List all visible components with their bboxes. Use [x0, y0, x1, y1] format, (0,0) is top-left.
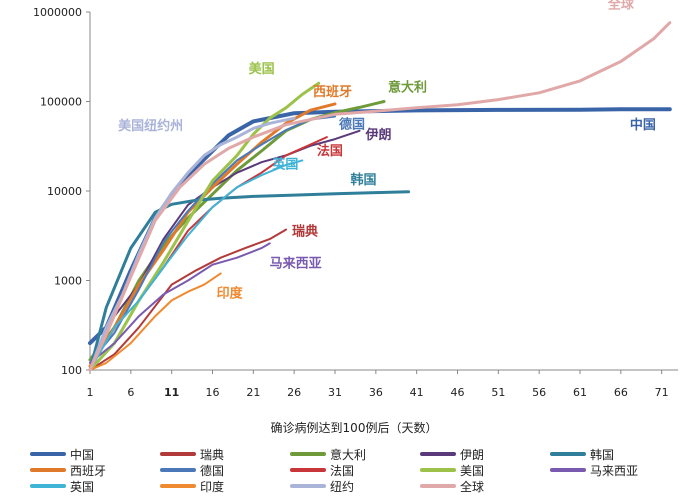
- series-label-西班牙: 西班牙: [313, 84, 352, 100]
- legend-swatch: [160, 484, 196, 488]
- x-tick-label: 51: [491, 386, 505, 399]
- legend-swatch: [160, 452, 196, 456]
- legend-label: 意大利: [330, 447, 367, 462]
- series-label-法国: 法国: [317, 143, 343, 159]
- series-line-德国: [89, 115, 336, 364]
- series-line-美国: [88, 81, 321, 372]
- legend-item: 韩国: [550, 446, 614, 462]
- legend-swatch: [420, 484, 456, 488]
- x-tick-label: 61: [573, 386, 587, 399]
- legend-item: 西班牙: [30, 462, 106, 478]
- legend-item: 瑞典: [160, 446, 224, 462]
- x-tick-label: 36: [369, 386, 383, 399]
- legend-swatch: [30, 468, 66, 472]
- legend-item: 德国: [160, 462, 224, 478]
- series-label-美国: 美国: [249, 61, 275, 77]
- series-label-全球: 全球: [607, 0, 635, 13]
- series-line-意大利: [88, 100, 386, 362]
- series-line-马来西亚: [89, 242, 271, 364]
- series-line-全球: [88, 21, 672, 372]
- legend-swatch: [550, 452, 586, 456]
- legend-label: 英国: [70, 479, 95, 494]
- legend-item: 伊朗: [420, 446, 484, 462]
- y-tick-label: 1000: [54, 275, 82, 288]
- legend-swatch: [420, 452, 456, 456]
- legend-swatch: [160, 468, 196, 472]
- x-tick-label: 46: [451, 386, 465, 399]
- legend-label: 韩国: [590, 447, 615, 462]
- legend-label: 马来西亚: [590, 463, 639, 478]
- series-label-韩国: 韩国: [351, 172, 377, 188]
- legend-item: 英国: [30, 478, 94, 494]
- series-line-瑞典: [89, 228, 287, 371]
- legend-item: 纽约: [290, 478, 354, 494]
- legend-label: 瑞典: [200, 447, 225, 462]
- legend-label: 中国: [70, 447, 95, 462]
- legend-swatch: [550, 468, 586, 472]
- series-label-纽约: 美国纽约州: [118, 118, 183, 134]
- x-tick-label: 21: [246, 386, 260, 399]
- x-tick-label: 6: [127, 386, 134, 399]
- x-tick-label: 1: [87, 386, 94, 399]
- series-line-英国: [89, 159, 304, 371]
- legend-item: 法国: [290, 462, 354, 478]
- legend-label: 美国: [460, 463, 485, 478]
- x-tick-label: 16: [206, 386, 220, 399]
- legend-swatch: [30, 484, 66, 488]
- legend-label: 法国: [330, 463, 355, 478]
- y-tick-label: 1000000: [33, 6, 82, 19]
- legend-swatch: [290, 468, 326, 472]
- y-tick-label: 10000: [47, 185, 82, 198]
- series-label-德国: 德国: [339, 116, 365, 132]
- x-tick-label: 56: [532, 386, 546, 399]
- x-tick-label: 31: [328, 386, 342, 399]
- series-label-伊朗: 伊朗: [365, 127, 392, 143]
- series-line-韩国: [88, 190, 410, 372]
- legend-label: 德国: [200, 463, 225, 478]
- series-label-英国: 英国: [271, 156, 298, 172]
- legend-label: 全球: [460, 479, 485, 494]
- y-tick-label: 100: [61, 364, 82, 377]
- legend-item: 全球: [420, 478, 484, 494]
- legend-label: 印度: [200, 479, 225, 494]
- x-tick-label: 11: [164, 386, 179, 399]
- legend-item: 印度: [160, 478, 224, 494]
- legend-swatch: [420, 468, 456, 472]
- series-label-印度: 印度: [217, 285, 244, 301]
- legend-item: 中国: [30, 446, 94, 462]
- x-axis-label: 确诊病例达到100例后（天数）: [271, 420, 438, 435]
- x-tick-label: 71: [655, 386, 669, 399]
- legend-swatch: [290, 452, 326, 456]
- series-label-中国: 中国: [630, 117, 656, 133]
- x-tick-label: 66: [614, 386, 628, 399]
- legend-item: 美国: [420, 462, 484, 478]
- x-tick-label: 41: [410, 386, 424, 399]
- series-label-瑞典: 瑞典: [292, 224, 318, 240]
- legend-label: 伊朗: [460, 447, 485, 462]
- legend-item: 意大利: [290, 446, 366, 462]
- legend-swatch: [290, 484, 326, 488]
- legend-label: 西班牙: [70, 463, 107, 478]
- x-tick-label: 26: [287, 386, 301, 399]
- series-line-印度: [89, 272, 222, 371]
- legend-label: 纽约: [330, 479, 355, 494]
- series-label-马来西亚: 马来西亚: [270, 255, 322, 271]
- series-label-意大利: 意大利: [388, 80, 427, 96]
- legend-swatch: [30, 452, 66, 456]
- chart-series-lines: [88, 21, 672, 372]
- y-tick-label: 100000: [40, 96, 82, 109]
- legend-item: 马来西亚: [550, 462, 638, 478]
